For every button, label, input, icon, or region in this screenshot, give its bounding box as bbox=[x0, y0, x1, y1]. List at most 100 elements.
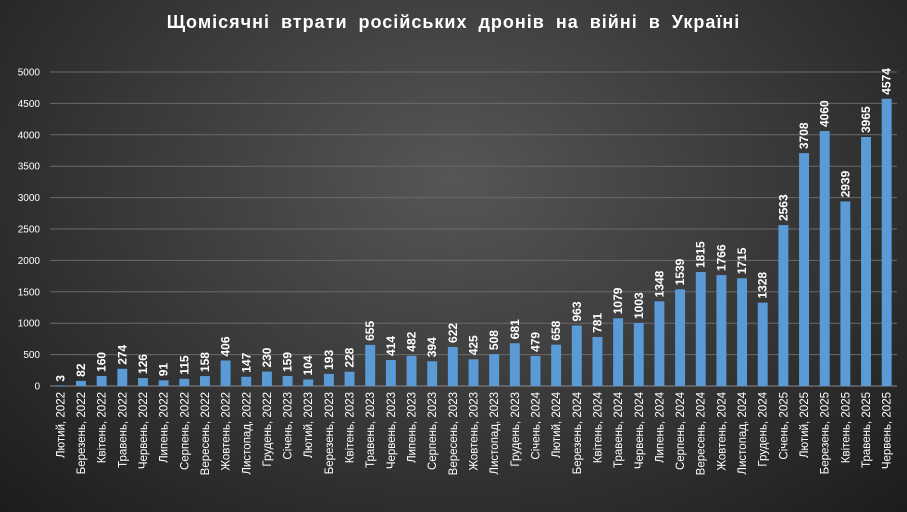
x-tick-label: Вересень, 2023 bbox=[448, 392, 460, 475]
y-tick-label: 3000 bbox=[18, 193, 41, 204]
x-tick-label: Серпень, 2024 bbox=[675, 391, 687, 470]
x-tick-label: Березень, 2025 bbox=[820, 392, 832, 474]
bar bbox=[778, 225, 789, 386]
bar bbox=[468, 359, 479, 386]
bar bbox=[158, 380, 169, 386]
x-tick-label: Жовтень, 2023 bbox=[469, 392, 481, 471]
bar bbox=[220, 360, 231, 386]
bar bbox=[323, 373, 334, 386]
data-label: 104 bbox=[301, 355, 315, 375]
data-label: 147 bbox=[239, 352, 253, 372]
data-label: 1539 bbox=[673, 258, 687, 285]
x-tick-label: Березень, 2022 bbox=[76, 392, 88, 474]
bar bbox=[819, 131, 830, 386]
x-tick-label: Травень, 2023 bbox=[365, 392, 377, 468]
bar bbox=[241, 376, 252, 386]
x-tick-label: Листопад, 2022 bbox=[241, 392, 253, 475]
x-tick-label: Січень, 2023 bbox=[283, 392, 295, 460]
bar bbox=[489, 354, 500, 386]
data-label: 2563 bbox=[776, 194, 790, 221]
bar bbox=[406, 355, 417, 386]
y-tick-label: 3500 bbox=[18, 162, 41, 173]
data-label: 193 bbox=[322, 350, 336, 370]
data-label: 126 bbox=[136, 354, 150, 374]
data-label: 2939 bbox=[838, 170, 852, 197]
bar bbox=[675, 289, 686, 386]
bar bbox=[861, 137, 871, 386]
x-tick-label: Липень, 2024 bbox=[654, 391, 666, 463]
x-tick-label: Березень, 2023 bbox=[324, 392, 336, 474]
x-tick-label: Червень, 2024 bbox=[634, 391, 646, 469]
data-label: 4060 bbox=[818, 100, 832, 127]
data-label: 681 bbox=[508, 319, 522, 339]
x-tick-label: Листопад, 2024 bbox=[737, 391, 749, 474]
x-tick-label: Квітень, 2025 bbox=[840, 392, 852, 463]
bar bbox=[799, 153, 809, 386]
data-label: 230 bbox=[260, 347, 274, 367]
x-tick-label: Лютий, 2022 bbox=[55, 392, 67, 458]
y-tick-label: 5000 bbox=[18, 68, 41, 79]
data-label: 1815 bbox=[694, 241, 708, 268]
bar bbox=[571, 325, 582, 386]
y-tick-label: 4500 bbox=[18, 99, 41, 110]
bar bbox=[199, 376, 210, 386]
bar bbox=[385, 360, 396, 386]
data-label: 3965 bbox=[859, 106, 873, 133]
data-label: 160 bbox=[95, 352, 109, 372]
bar bbox=[613, 318, 624, 386]
x-tick-label: Вересень, 2022 bbox=[200, 392, 212, 475]
x-tick-label: Лютий, 2024 bbox=[551, 391, 563, 458]
bar bbox=[117, 368, 128, 386]
x-tick-label: Травень, 2025 bbox=[861, 392, 873, 468]
bar bbox=[447, 346, 458, 386]
data-label: 394 bbox=[425, 337, 439, 357]
data-label: 82 bbox=[74, 363, 88, 377]
bar bbox=[530, 355, 541, 386]
data-label: 1079 bbox=[611, 287, 625, 314]
bar bbox=[138, 378, 148, 386]
x-tick-label: Червень, 2023 bbox=[386, 392, 398, 469]
x-tick-label: Грудень, 2023 bbox=[510, 392, 522, 467]
x-tick-label: Червень, 2022 bbox=[138, 392, 150, 469]
x-tick-label: Січень, 2024 bbox=[530, 391, 542, 459]
x-tick-label: Січень, 2025 bbox=[778, 392, 790, 460]
x-tick-label: Травень, 2022 bbox=[117, 392, 129, 468]
data-label: 414 bbox=[384, 336, 398, 356]
x-tick-label: Вересень, 2024 bbox=[696, 391, 708, 475]
x-tick-label: Жовтень, 2024 bbox=[716, 391, 728, 470]
data-label: 1715 bbox=[735, 247, 749, 274]
x-tick-label: Липень, 2023 bbox=[407, 392, 419, 463]
bar bbox=[654, 301, 665, 386]
bar bbox=[737, 278, 748, 386]
data-label: 963 bbox=[570, 301, 584, 321]
data-label: 3 bbox=[53, 375, 67, 382]
data-label: 1348 bbox=[652, 270, 666, 297]
data-label: 622 bbox=[446, 323, 460, 343]
y-tick-label: 2500 bbox=[18, 225, 41, 236]
bar bbox=[261, 371, 272, 386]
x-tick-label: Серпень, 2023 bbox=[427, 392, 439, 470]
bar bbox=[551, 344, 562, 386]
bar bbox=[427, 361, 438, 386]
data-label: 479 bbox=[528, 332, 542, 352]
data-label: 91 bbox=[157, 363, 171, 377]
data-label: 1328 bbox=[756, 272, 770, 299]
bar bbox=[96, 375, 107, 386]
data-label: 4574 bbox=[880, 68, 894, 95]
y-tick-label: 1500 bbox=[18, 287, 41, 298]
bar bbox=[592, 336, 603, 386]
bar bbox=[282, 376, 293, 386]
x-tick-label: Квітень, 2023 bbox=[345, 392, 357, 463]
bar bbox=[365, 344, 376, 386]
y-tick-label: 500 bbox=[23, 350, 40, 361]
bar bbox=[303, 379, 314, 386]
data-label: 115 bbox=[177, 355, 191, 375]
x-tick-label: Липень, 2022 bbox=[159, 392, 171, 463]
data-label: 3708 bbox=[797, 122, 811, 149]
y-tick-label: 0 bbox=[34, 382, 40, 393]
bar bbox=[695, 272, 706, 386]
y-tick-label: 4000 bbox=[18, 130, 41, 141]
data-label: 425 bbox=[467, 335, 481, 355]
data-label: 655 bbox=[363, 321, 377, 341]
